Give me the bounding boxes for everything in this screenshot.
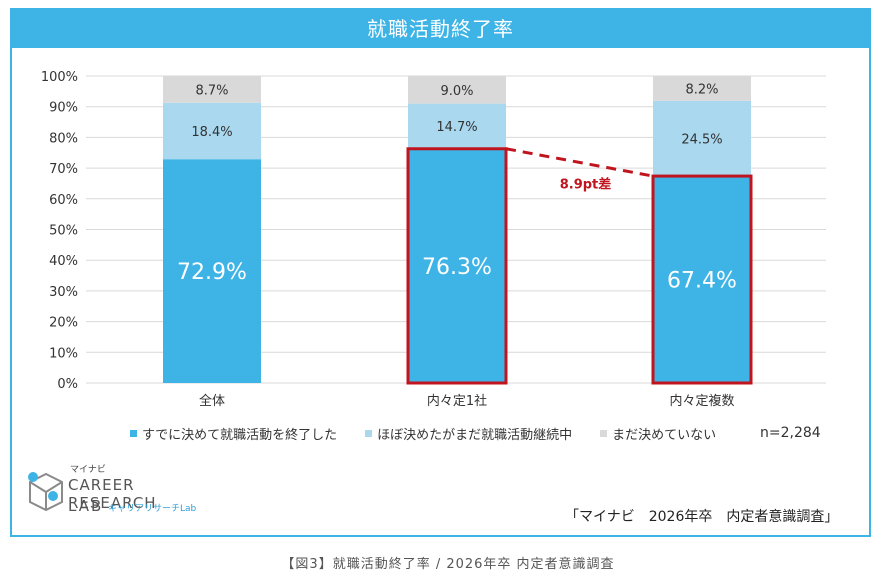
legend-label-finished: すでに決めて就職活動を終了した — [142, 428, 338, 443]
bar-segment — [653, 176, 751, 383]
legend-swatch-finished — [130, 430, 137, 437]
bar-segment — [408, 76, 506, 104]
y-tick-label: 100% — [41, 70, 78, 85]
legend-label-continuing: ほぼ決めたがまだ就職活動継続中 — [377, 428, 573, 443]
y-tick-label: 10% — [49, 346, 78, 361]
figure-caption: 【図3】就職活動終了率 / 2026年卒 内定者意識調査 — [281, 557, 615, 572]
legend-label-undecided: まだ決めていない — [612, 428, 717, 443]
career-research-lab-logo: マイナビ CAREER RESEARCH LAB キャリアリサーチLab — [26, 462, 226, 520]
data-label: 24.5% — [681, 132, 722, 147]
sample-size-label: n=2,284 — [760, 425, 821, 441]
chart-title: 就職活動終了率 — [12, 10, 869, 48]
data-label: 67.4% — [667, 269, 737, 294]
source-label: 「マイナビ 2026年卒 内定者意識調査」 — [565, 509, 839, 525]
legend-swatch-continuing — [365, 430, 373, 437]
y-tick-label: 40% — [49, 254, 78, 269]
bar-segment — [163, 102, 261, 160]
data-label: 76.3% — [422, 255, 492, 280]
legend: すでに決めて就職活動を終了した ほぼ決めたがまだ就職活動継続中 まだ決めていない — [130, 424, 716, 443]
data-label: 18.4% — [191, 125, 232, 140]
bar-segment — [408, 148, 506, 383]
legend-item-continuing: ほぼ決めたがまだ就職活動継続中 — [365, 424, 572, 443]
y-tick-label: 30% — [49, 285, 78, 300]
y-tick-label: 50% — [49, 224, 78, 239]
data-label: 14.7% — [436, 120, 477, 135]
logo-line2: LAB — [68, 497, 104, 515]
difference-annotation: 8.9pt差 — [560, 176, 612, 192]
bar-segment — [653, 100, 751, 177]
x-tick-label: 全体 — [199, 393, 225, 409]
data-label: 72.9% — [177, 260, 247, 285]
legend-item-finished: すでに決めて就職活動を終了した — [130, 424, 337, 443]
logo-mark-icon — [28, 472, 63, 512]
y-tick-label: 70% — [49, 162, 78, 177]
y-tick-label: 0% — [57, 377, 78, 392]
highlight-outline — [406, 147, 508, 385]
highlight-outline — [651, 174, 753, 385]
data-label: 9.0% — [440, 84, 473, 99]
y-tick-label: 60% — [49, 193, 78, 208]
bar-segment — [163, 159, 261, 383]
x-tick-label: 内々定1社 — [427, 393, 487, 409]
y-tick-label: 20% — [49, 316, 78, 331]
logo-line1: CAREER RESEARCH — [68, 476, 157, 512]
y-tick-label: 80% — [49, 131, 78, 146]
data-label: 8.7% — [195, 83, 228, 98]
difference-connector — [505, 147, 654, 178]
logo-sub: キャリアリサーチLab — [108, 504, 197, 514]
bar-segment — [408, 103, 506, 149]
logo-brand: マイナビ — [70, 465, 106, 475]
legend-item-undecided: まだ決めていない — [600, 424, 716, 443]
x-tick-label: 内々定複数 — [669, 393, 734, 409]
bar-segment — [163, 76, 261, 103]
legend-swatch-undecided — [600, 430, 608, 437]
data-label: 8.2% — [685, 82, 718, 97]
y-tick-label: 90% — [49, 101, 78, 116]
bar-segment — [653, 75, 751, 101]
